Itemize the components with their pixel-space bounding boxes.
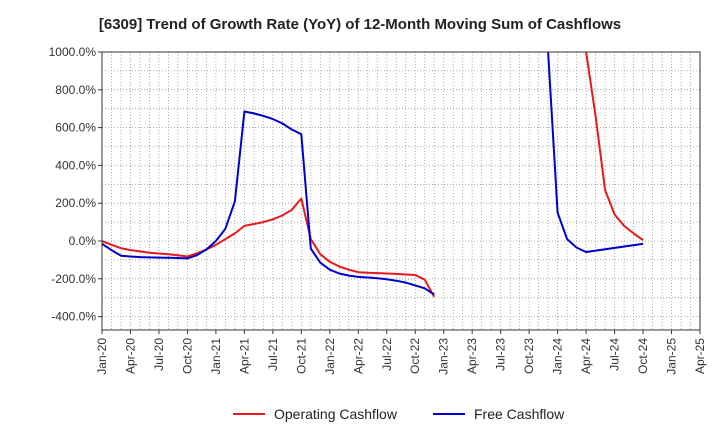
x-tick-label: Apr-20	[123, 338, 137, 374]
x-tick-label: Jan-25	[665, 338, 679, 375]
legend-label-operating-cashflow: Operating Cashflow	[274, 406, 398, 422]
series-line-free-cashflow-segment-2	[547, 52, 644, 253]
x-tick-label: Oct-22	[408, 338, 422, 374]
x-axis-ticks: Jan-20 Apr-20 Jul-20 Oct-20 Jan-21 Apr-21 Jul-…	[95, 330, 707, 375]
y-tick-label: -200.0%	[51, 272, 96, 286]
x-tick-label: Oct-24	[636, 338, 650, 374]
x-tick-label: Apr-25	[693, 338, 707, 374]
x-tick-label: Jul-23	[494, 338, 508, 371]
grid-lines	[101, 51, 701, 330]
chart-title: [6309] Trend of Growth Rate (YoY) of 12-…	[98, 16, 622, 33]
series-line-free-cashflow-segment-1	[102, 110, 435, 296]
y-tick-label: 400.0%	[55, 158, 96, 172]
x-tick-label: Jan-21	[209, 338, 223, 375]
x-tick-label: Jul-24	[608, 338, 622, 371]
series-lines	[102, 52, 644, 298]
legend-label-free-cashflow: Free Cashflow	[474, 406, 565, 422]
x-tick-label: Apr-23	[465, 338, 479, 374]
x-tick-label: Jul-22	[380, 338, 394, 371]
series-line-operating-cashflow-segment-2	[585, 52, 644, 241]
y-tick-label: 200.0%	[55, 196, 96, 210]
y-tick-label: 0.0%	[69, 234, 97, 248]
axes	[101, 51, 701, 331]
x-tick-label: Jul-20	[152, 338, 166, 371]
x-tick-label: Oct-20	[180, 338, 194, 374]
plot-frame	[101, 51, 701, 331]
y-tick-label: 800.0%	[55, 83, 96, 97]
legend: Operating Cashflow Free Cashflow	[233, 406, 565, 422]
y-axis-ticks: 1000.0% 800.0% 600.0% 400.0% 200.0% 0.0% -200.…	[49, 45, 102, 324]
x-tick-label: Apr-21	[237, 338, 251, 374]
x-tick-label: Oct-23	[522, 338, 536, 374]
y-tick-label: 1000.0%	[49, 45, 97, 59]
y-tick-label: -400.0%	[51, 310, 96, 324]
series-line-operating-cashflow-segment-1	[102, 197, 436, 298]
x-tick-label: Jan-22	[323, 338, 337, 375]
x-tick-label: Oct-21	[294, 338, 308, 374]
x-tick-label: Jan-24	[551, 338, 565, 375]
x-tick-label: Apr-22	[351, 338, 365, 374]
x-tick-label: Jul-21	[266, 338, 280, 371]
y-tick-label: 600.0%	[55, 121, 96, 135]
x-tick-label: Jan-20	[95, 338, 109, 375]
x-tick-label: Jan-23	[437, 338, 451, 375]
x-tick-label: Apr-24	[579, 338, 593, 374]
